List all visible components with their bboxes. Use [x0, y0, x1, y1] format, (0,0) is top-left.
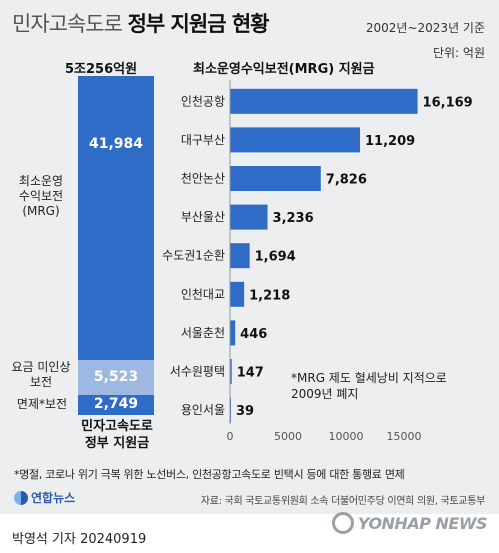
yonhap-logo-icon [14, 490, 28, 505]
mrg-note: *MRG 제도 혈세낭비 지적으로 2009년 폐지 [291, 371, 447, 401]
title-bold: 정부 지원금 현황 [127, 12, 270, 36]
page-title: 민자고속도로 정부 지원금 현황 [12, 8, 270, 38]
category-label: 천안논산 [181, 171, 225, 186]
value-label: 39 [236, 404, 254, 419]
value-label: 446 [240, 327, 267, 342]
value-label: 1,218 [249, 288, 290, 303]
stack-total-label: 5조256억원 [64, 62, 138, 77]
stack-value-mrg: 41,984 [88, 136, 144, 152]
category-label: 서울춘천 [181, 325, 225, 340]
stack-label-mrg: 최소운영 수익보전 (MRG) [18, 174, 64, 218]
value-label: 16,169 [423, 95, 473, 110]
category-label: 대구부산 [181, 133, 225, 147]
value-label: 7,826 [326, 173, 367, 188]
watermark-ring-icon [331, 512, 354, 534]
value-label: 147 [237, 366, 264, 381]
category-label: 수도권1순환 [162, 249, 225, 263]
category-label: 서수원평택 [170, 365, 225, 379]
source-label: 자료: 국회 국토교통위원회 소속 더불어민주당 이연희 의원, 국토교통부 [200, 496, 486, 507]
byline: 박영석 기자 20240919 [12, 532, 147, 547]
x-tick-label: 5000 [274, 430, 302, 443]
stack-bottom-label: 민자고속도로 정부 지원금 [81, 419, 153, 451]
x-tick-label: 0 [227, 430, 234, 443]
category-label: 인천공항 [181, 93, 225, 108]
stack-label-exempt: 면제*보전 [16, 397, 68, 411]
bar-5 [230, 281, 245, 307]
watermark: YONHAP NEWS [331, 512, 488, 534]
bar-4 [230, 243, 250, 269]
bar-6 [230, 320, 236, 346]
value-label: 11,209 [365, 134, 415, 149]
logo-text: 연합뉴스 [31, 491, 76, 505]
stack-segment-mrg [78, 76, 154, 360]
category-label: 부산울산 [181, 210, 225, 224]
x-tick-label: 15000 [387, 430, 422, 443]
unit-label: 단위: 억원 [432, 46, 485, 60]
category-label: 용인서울 [181, 403, 225, 417]
period-label: 2002년~2023년 기준 [365, 21, 485, 35]
bar-1 [230, 127, 361, 153]
stack-value-exempt: 2,749 [93, 396, 139, 412]
stack-value-toll: 5,523 [93, 369, 139, 385]
category-label: 인천대교 [181, 286, 225, 301]
chart-title: 최소운영수익보전(MRG) 지원금 [193, 62, 375, 77]
value-label: 3,236 [273, 211, 314, 226]
bar-7 [230, 359, 232, 384]
bar-2 [230, 166, 321, 191]
stack-label-toll: 요금 미인상 보전 [11, 360, 71, 389]
bar-3 [230, 204, 268, 230]
title-light: 민자고속도로 [12, 12, 123, 36]
bar-0 [230, 88, 418, 114]
stack-segment-toll [78, 360, 154, 395]
value-label: 1,694 [255, 250, 296, 265]
footnote: *명절, 코로나 위기 극복 위한 노선버스, 인천공항고속도로 빈택시 등에 … [14, 468, 405, 481]
x-tick-label: 10000 [329, 430, 364, 443]
yonhap-logo: 연합뉴스 [14, 489, 75, 506]
stack-segment-exempt [78, 395, 154, 415]
